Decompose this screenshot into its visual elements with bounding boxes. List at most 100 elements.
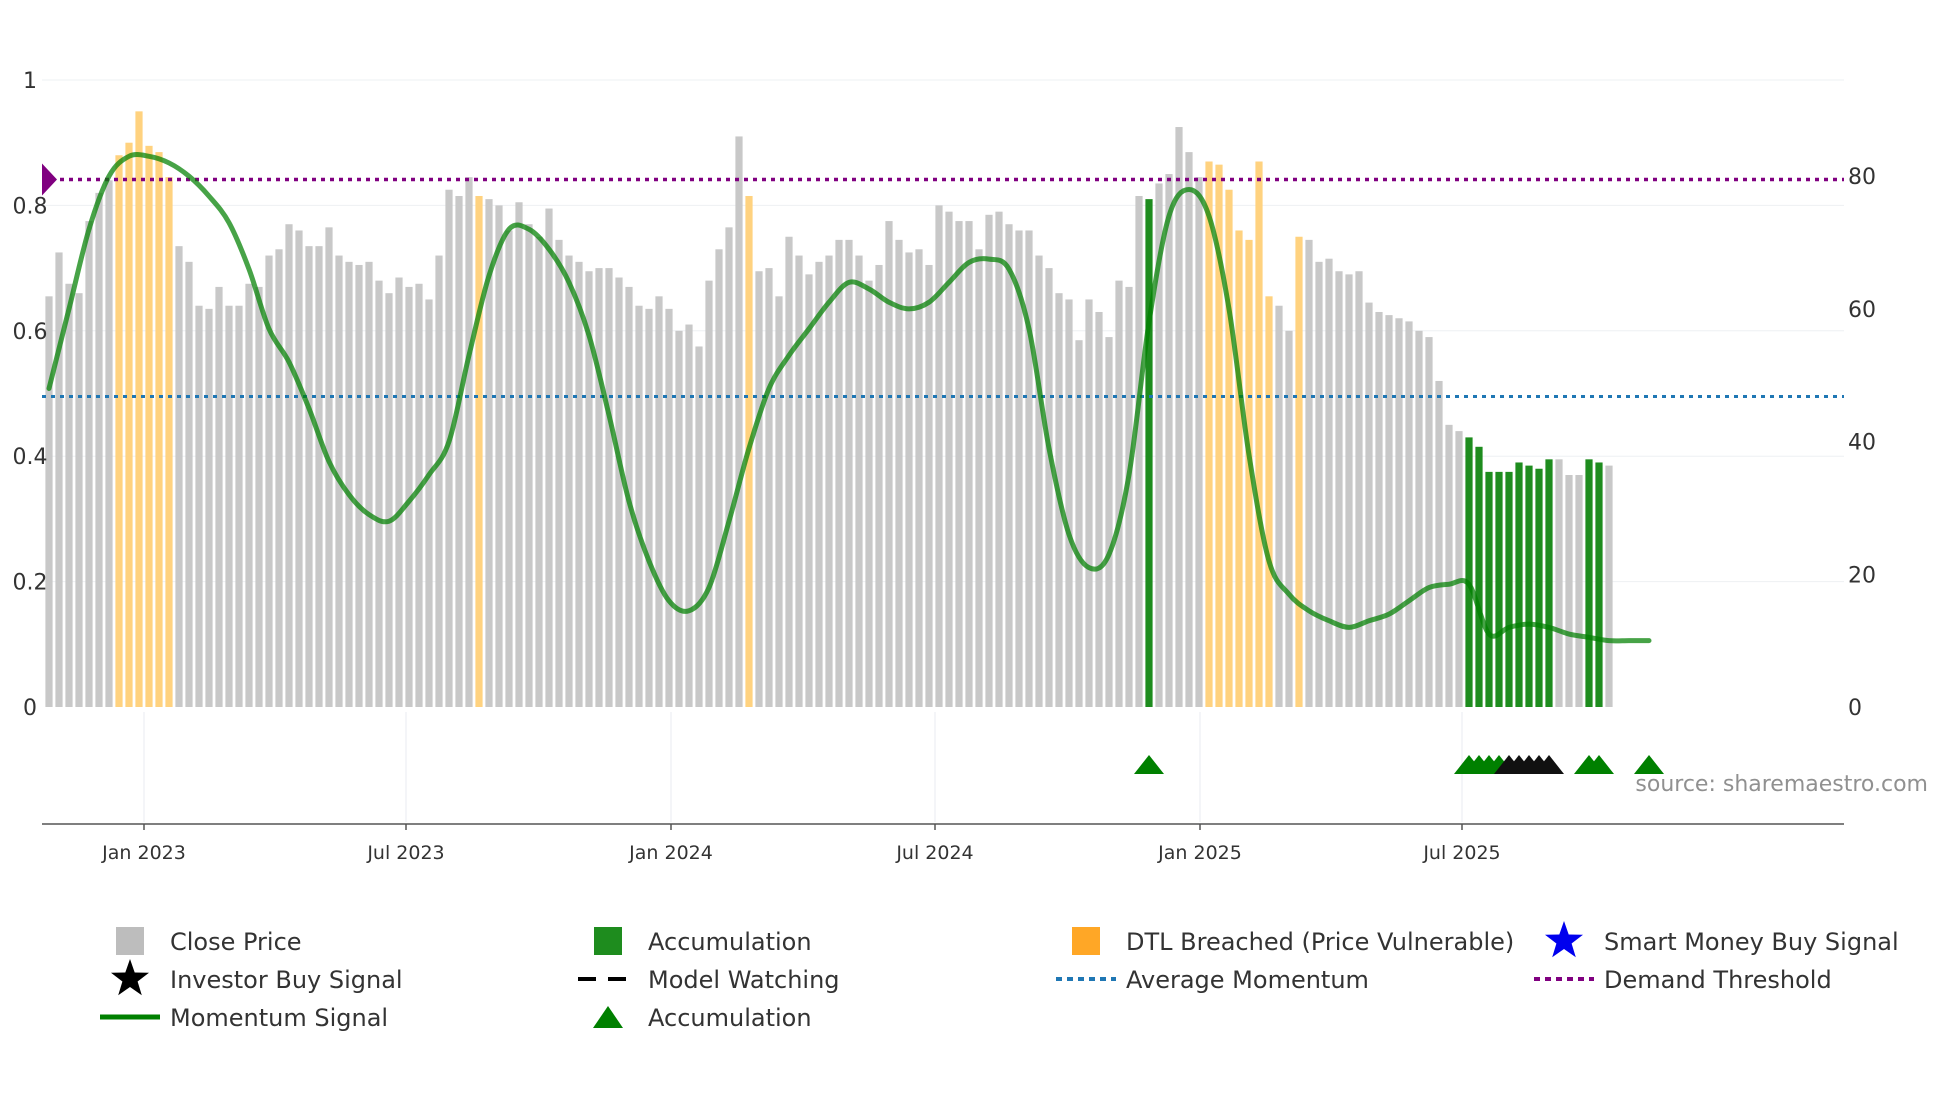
x-tick-label: Jul 2023 [366, 842, 444, 864]
close-price-bar [1435, 380, 1443, 707]
dtl-breached-bar [155, 152, 163, 708]
legend-swatch [116, 927, 144, 955]
close-price-bar [1345, 274, 1353, 707]
close-price-bar [425, 299, 433, 707]
close-price-bar [655, 296, 663, 707]
legend-label: Investor Buy Signal [170, 966, 403, 994]
close-price-bar [495, 205, 503, 707]
dtl-breached-bar [475, 195, 483, 707]
dtl-breached-bar [1265, 296, 1273, 707]
dtl-breached-bar [1205, 161, 1213, 707]
close-price-bar [255, 286, 263, 707]
close-price-bar [685, 324, 693, 707]
close-price-bar [215, 286, 223, 707]
close-price-bar [275, 249, 283, 708]
y-right-tick-label: 40 [1848, 431, 1876, 456]
close-price-bar [1165, 174, 1173, 708]
close-price-bar [195, 305, 203, 707]
close-price-bar [1605, 465, 1613, 707]
close-price-bar [895, 239, 903, 707]
accumulation-bar [1475, 446, 1483, 707]
close-price-bar [1455, 431, 1463, 707]
close-price-bar [705, 280, 713, 707]
accumulation-triangle [1634, 755, 1664, 774]
close-price-bar [585, 271, 593, 707]
close-price-bar [1415, 330, 1423, 707]
close-price-bar [1305, 239, 1313, 707]
close-price-bar [45, 296, 53, 707]
legend-item: DTL Breached (Price Vulnerable) [1072, 927, 1514, 956]
y-left-tick-label: 0.4 [13, 445, 48, 470]
y-left-tick-label: 0.8 [13, 194, 48, 219]
accumulation-bar [1535, 468, 1543, 707]
close-price-bar [1095, 311, 1103, 707]
legend-label: Close Price [170, 928, 302, 956]
close-price-bar [405, 286, 413, 707]
close-price-bar [345, 261, 353, 707]
close-price-bar [805, 274, 813, 707]
accumulation-bar [1495, 471, 1503, 707]
x-tick-label: Jan 2023 [101, 842, 186, 864]
close-price-bar [355, 264, 363, 707]
close-price-bar [1325, 258, 1333, 707]
demand-threshold-marker [42, 163, 57, 196]
accumulation-bar [1595, 462, 1603, 707]
close-price-bar [725, 227, 733, 707]
close-price-bar [615, 277, 623, 707]
close-price-bar [95, 192, 103, 708]
close-price-bar [695, 346, 703, 707]
close-price-bar [1135, 195, 1143, 707]
close-price-bar [795, 255, 803, 707]
close-price-bar [1285, 330, 1293, 707]
dtl-breached-bar [1245, 239, 1253, 707]
accumulation-bar [1545, 459, 1553, 707]
close-price-bar [365, 261, 373, 707]
legend-label: Smart Money Buy Signal [1604, 928, 1899, 956]
close-price-bar [855, 255, 863, 707]
close-price-bar [925, 264, 933, 707]
legend-item: Smart Money Buy Signal [1545, 921, 1899, 958]
dtl-breached-bar [1295, 236, 1303, 707]
close-price-bar [185, 261, 193, 707]
close-price-bar [225, 305, 233, 707]
close-price-bar [1105, 337, 1113, 707]
x-tick-label: Jul 2024 [895, 842, 973, 864]
close-price-bar [105, 180, 113, 707]
close-price-bar [1075, 340, 1083, 707]
close-price-bar [525, 224, 533, 707]
legend-item: Average Momentum [1056, 966, 1369, 994]
close-price-bar [885, 221, 893, 707]
momentum-signal-line [46, 152, 1652, 644]
close-price-bar [1045, 268, 1053, 707]
investor-buy-marker [1534, 755, 1564, 774]
dtl-breached-bar [135, 111, 143, 708]
legend: Close Price Accumulation DTL Breached (Pri… [100, 921, 1899, 1032]
close-price-bar [205, 308, 213, 707]
close-price-bar [605, 268, 613, 707]
x-tick-label: Jan 2025 [1157, 842, 1242, 864]
y-left-tick-label: 0 [23, 696, 37, 721]
x-tick-label: Jan 2024 [628, 842, 713, 864]
accumulation-bar [1145, 199, 1153, 707]
close-price-bar [235, 305, 243, 707]
close-price-bar [565, 255, 573, 707]
close-price-bar [635, 305, 643, 707]
close-price-bar [1035, 255, 1043, 707]
legend-swatch [1072, 927, 1100, 955]
legend-label: DTL Breached (Price Vulnerable) [1126, 928, 1514, 956]
y-left-tick-label: 1 [23, 69, 37, 94]
legend-item: Accumulation [593, 1004, 812, 1032]
close-price-bar [995, 211, 1003, 708]
close-price-bar [1025, 230, 1033, 708]
close-price-bar [1565, 475, 1573, 707]
close-price-bar [1395, 318, 1403, 707]
close-price-bar [515, 202, 523, 707]
dtl-breached-bar [165, 177, 173, 707]
close-price-bar [305, 246, 313, 707]
close-price-bar [1065, 299, 1073, 707]
close-price-bar [1185, 152, 1193, 708]
close-price-bar [385, 293, 393, 707]
star-icon [111, 959, 149, 996]
legend-item: Model Watching [578, 966, 840, 994]
